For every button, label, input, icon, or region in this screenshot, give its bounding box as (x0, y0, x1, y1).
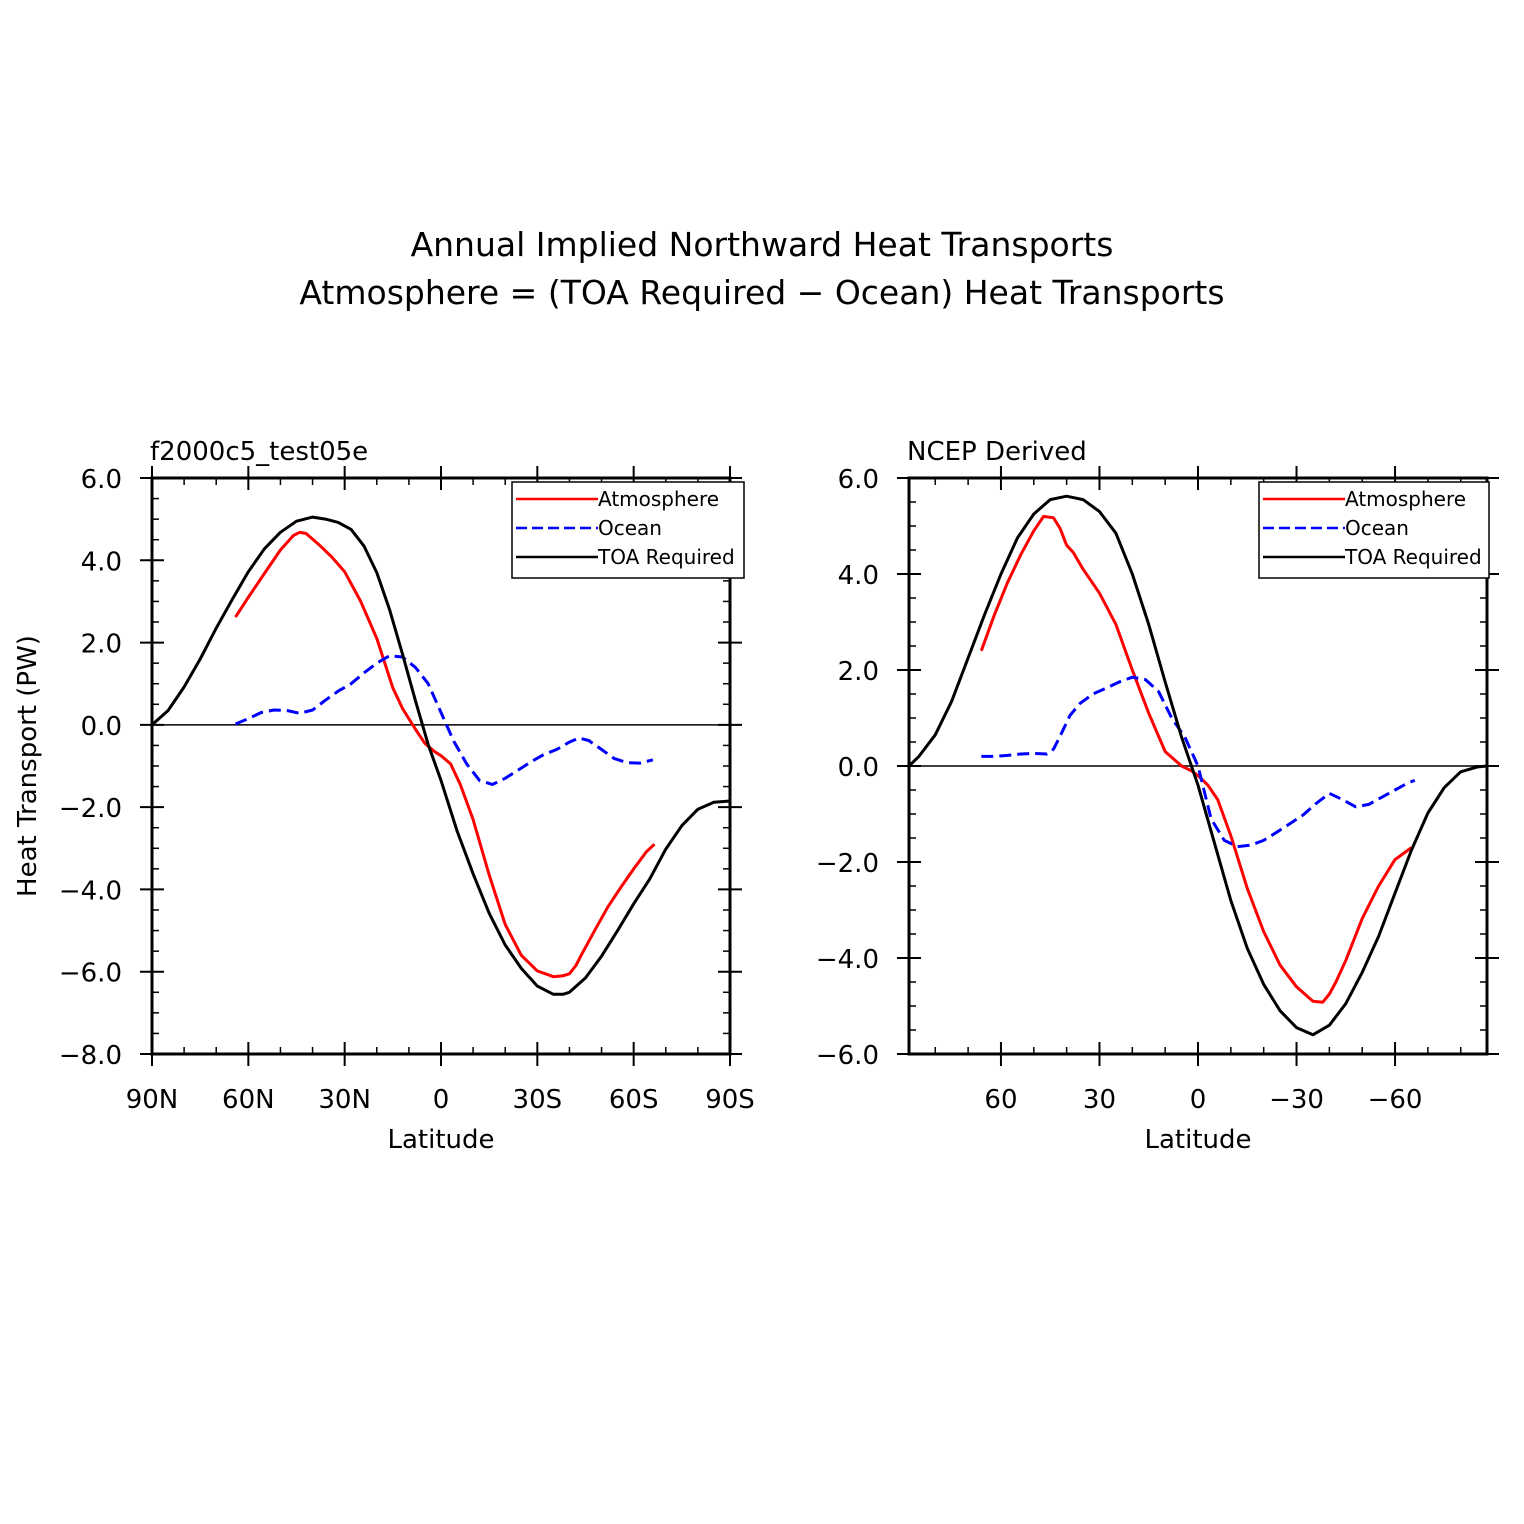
y-axis-label: Heat Transport (PW) (13, 635, 43, 897)
legend-label-ocean: Ocean (1345, 516, 1409, 540)
x-tick-label: 0 (433, 1085, 450, 1115)
y-tick-label: −4.0 (59, 876, 122, 906)
legend-ncep: Atmosphere Ocean TOA Required (1258, 481, 1490, 579)
y-tick-label: 2.0 (838, 657, 879, 687)
legend-label-ocean: Ocean (598, 516, 662, 540)
y-tick-label: 0.0 (81, 712, 122, 742)
y-tick-label: −2.0 (59, 794, 122, 824)
x-tick-label: 60S (609, 1085, 659, 1115)
series-line-ocean (981, 675, 1416, 849)
figure-title-line1: Annual Implied Northward Heat Transports (411, 225, 1114, 264)
y-tick-label: 6.0 (838, 465, 879, 495)
y-tick-label: 0.0 (838, 753, 879, 783)
x-tick-label: 90N (126, 1085, 179, 1115)
x-tick-label: 0 (1190, 1085, 1207, 1115)
legend-label-atmosphere: Atmosphere (598, 487, 719, 511)
y-tick-label: 6.0 (81, 465, 122, 495)
y-tick-label: 4.0 (838, 561, 879, 591)
x-tick-label: 30 (1083, 1085, 1116, 1115)
legend-label-toa-required: TOA Required (1344, 545, 1482, 569)
x-tick-label: −60 (1368, 1085, 1423, 1115)
panel-title-ncep: NCEP Derived (907, 437, 1087, 467)
figure-title-line2: Atmosphere = (TOA Required − Ocean) Heat… (299, 273, 1224, 312)
legend-model: Atmosphere Ocean TOA Required (511, 481, 745, 579)
y-tick-label: −6.0 (816, 1041, 879, 1071)
legend-box (511, 481, 745, 579)
x-tick-label: 90S (705, 1085, 755, 1115)
series-line-atmosphere (979, 514, 1413, 1004)
legend-label-toa-required: TOA Required (597, 545, 735, 569)
x-tick-label: 30S (513, 1085, 563, 1115)
x-axis-label: Latitude (387, 1125, 494, 1155)
chart-panel-ncep: 6.0 4.0 2.0 0.0 −2.0 −4.0 −6.0 60 30 0 −30 −60 NCEP … (816, 437, 1499, 1155)
y-tick-label: −2.0 (816, 849, 879, 879)
x-tick-label: −30 (1269, 1085, 1324, 1115)
y-tick-label: 4.0 (81, 547, 122, 577)
panel-title-model: f2000c5_test05e (150, 437, 368, 467)
series-line-atmosphere (234, 530, 656, 979)
x-tick-label: 60 (984, 1085, 1017, 1115)
y-tick-label: −4.0 (816, 945, 879, 975)
y-tick-label: −8.0 (59, 1041, 122, 1071)
x-axis-label: Latitude (1144, 1125, 1251, 1155)
y-tick-label: −6.0 (59, 959, 122, 989)
x-tick-label: 60N (222, 1085, 275, 1115)
y-tick-label: 2.0 (81, 630, 122, 660)
legend-label-atmosphere: Atmosphere (1345, 487, 1466, 511)
x-tick-label: 30N (318, 1085, 371, 1115)
series-line-toa-required (907, 494, 1488, 1037)
series-line-ocean (234, 654, 654, 786)
series-line-toa-required (151, 515, 731, 996)
